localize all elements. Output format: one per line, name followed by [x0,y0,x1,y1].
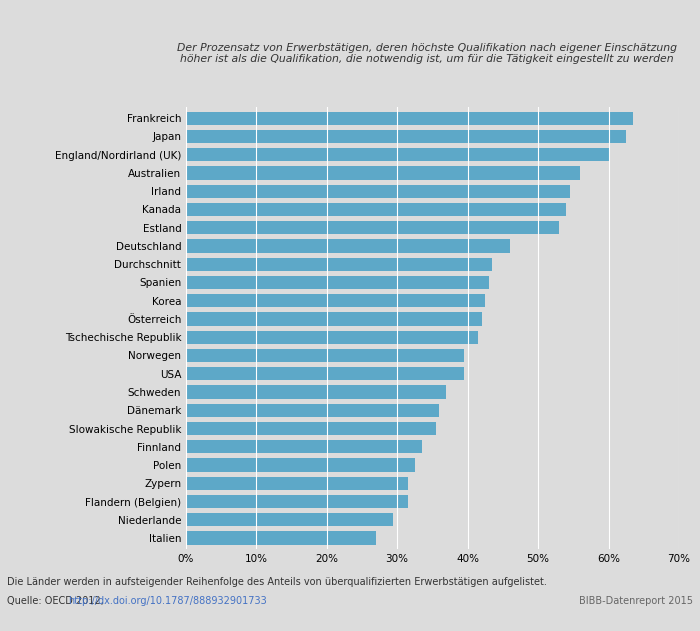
Bar [186,495,407,508]
Bar [186,531,376,545]
Bar [186,349,464,362]
Bar [186,459,414,471]
Text: Die Länder werden in aufsteigender Reihenfolge des Anteils von überqualifizierte: Die Länder werden in aufsteigender Reihe… [7,577,547,587]
Bar [186,440,421,453]
Bar [186,167,580,180]
Bar [186,386,447,399]
Text: http://dx.doi.org/10.1787/888932901733: http://dx.doi.org/10.1787/888932901733 [69,596,267,606]
Text: BIBB-Datenreport 2015: BIBB-Datenreport 2015 [579,596,693,606]
Bar [186,239,510,252]
Text: Der Prozensatz von Erwerbstätigen, deren höchste Qualifikation nach eigener Eins: Der Prozensatz von Erwerbstätigen, deren… [177,43,677,64]
Text: Quelle: OECD 2012,: Quelle: OECD 2012, [7,596,107,606]
Bar [186,476,407,490]
Bar [186,312,482,326]
Bar [186,112,634,125]
Bar [186,185,570,198]
Bar [186,148,608,162]
Bar [186,367,464,380]
Bar [186,257,492,271]
Bar [186,513,393,526]
Bar [186,422,436,435]
Bar [186,331,478,344]
Bar [186,294,485,307]
Bar [186,404,440,417]
Bar [186,221,559,234]
Bar [186,276,489,289]
Bar [186,130,626,143]
Bar [186,203,566,216]
